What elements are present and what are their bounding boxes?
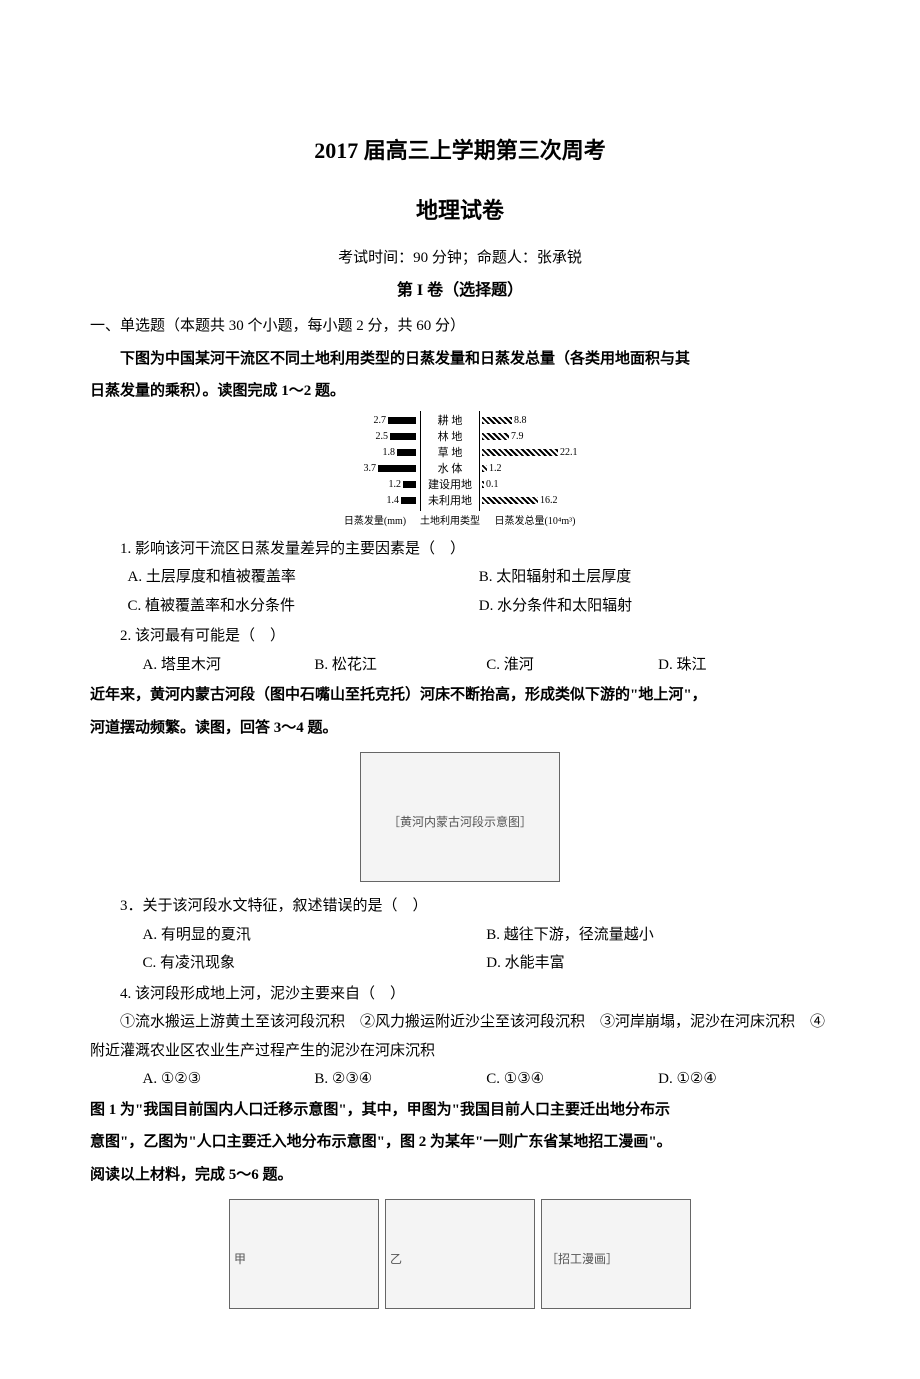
- intro-paragraph: 意图"，乙图为"人口主要迁入地分布示意图"，图 2 为某年"一则广东省某地招工漫…: [90, 1128, 830, 1157]
- option-b: B. ②③④: [314, 1065, 486, 1094]
- intro-paragraph: 下图为中国某河干流区不同土地利用类型的日蒸发量和日蒸发总量（各类用地面积与其: [90, 345, 830, 374]
- intro-paragraph: 阅读以上材料，完成 5～6 题。: [90, 1161, 830, 1190]
- map-figure-1: ［黄河内蒙古河段示意图］: [90, 752, 830, 882]
- option-b: B. 越往下游，径流量越小: [486, 921, 830, 950]
- intro-paragraph: 近年来，黄河内蒙古河段（图中石嘴山至托克托）河床不断抬高，形成类似下游的"地上河…: [90, 681, 830, 710]
- axis-mid-label: 土地利用类型: [420, 512, 480, 531]
- sub-title: 地理试卷: [90, 190, 830, 232]
- bar-chart-row: 1.4未利用地16.2: [330, 494, 590, 508]
- intro-paragraph: 图 1 为"我国目前国内人口迁移示意图"，其中，甲图为"我国目前人口主要迁出地分…: [90, 1096, 830, 1125]
- option-d: D. 珠江: [658, 651, 830, 680]
- option-a: A. ①②③: [143, 1065, 315, 1094]
- bar-chart-figure: 2.7耕 地8.82.5林 地7.91.8草 地22.13.7水 体1.21.2…: [330, 414, 590, 508]
- map-placeholder-b: 乙: [385, 1199, 535, 1309]
- option-c: C. ①③④: [486, 1065, 658, 1094]
- question-text: 4. 该河段形成地上河，泥沙主要来自（ ）: [90, 980, 830, 1009]
- question-text: 1. 影响该河干流区日蒸发量差异的主要因素是（ ）: [90, 535, 830, 564]
- question-1: 1. 影响该河干流区日蒸发量差异的主要因素是（ ） A. 土层厚度和植被覆盖率 …: [90, 535, 830, 621]
- question-text: 3．关于该河段水文特征，叙述错误的是（ ）: [90, 892, 830, 921]
- option-d: D. 水能丰富: [486, 949, 830, 978]
- option-a: A. 土层厚度和植被覆盖率: [128, 563, 479, 592]
- option-c: C. 有凌汛现象: [143, 949, 487, 978]
- map-placeholder: ［黄河内蒙古河段示意图］: [360, 752, 560, 882]
- option-c: C. 植被覆盖率和水分条件: [128, 592, 479, 621]
- section-instruction: 一、单选题（本题共 30 个小题，每小题 2 分，共 60 分）: [90, 312, 830, 341]
- intro-paragraph: 河道摆动频繁。读图，回答 3～4 题。: [90, 714, 830, 743]
- bar-chart-axis: 日蒸发量(mm) 土地利用类型 日蒸发总量(10⁴m³): [330, 512, 590, 531]
- question-items: ①流水搬运上游黄土至该河段沉积 ②风力搬运附近沙尘至该河段沉积 ③河岸崩塌，泥沙…: [90, 1008, 830, 1065]
- axis-right-label: 日蒸发总量(10⁴m³): [480, 512, 590, 531]
- maps-row: 甲 乙 ［招工漫画］: [90, 1199, 830, 1309]
- intro-paragraph: 日蒸发量的乘积）。读图完成 1～2 题。: [90, 377, 830, 406]
- option-c: C. 淮河: [486, 651, 658, 680]
- question-3: 3．关于该河段水文特征，叙述错误的是（ ） A. 有明显的夏汛 B. 越往下游，…: [90, 892, 830, 978]
- option-b: B. 太阳辐射和土层厚度: [479, 563, 830, 592]
- section-label: 第 I 卷（选择题）: [90, 276, 830, 306]
- question-2: 2. 该河最有可能是（ ） A. 塔里木河 B. 松花江 C. 淮河 D. 珠江: [90, 622, 830, 679]
- option-a: A. 塔里木河: [143, 651, 315, 680]
- map-placeholder-c: ［招工漫画］: [541, 1199, 691, 1309]
- exam-meta: 考试时间：90 分钟；命题人：张承锐: [90, 244, 830, 273]
- option-d: D. 水分条件和太阳辐射: [479, 592, 830, 621]
- axis-left-label: 日蒸发量(mm): [330, 512, 420, 531]
- question-text: 2. 该河最有可能是（ ）: [90, 622, 830, 651]
- question-4: 4. 该河段形成地上河，泥沙主要来自（ ） ①流水搬运上游黄土至该河段沉积 ②风…: [90, 980, 830, 1094]
- option-a: A. 有明显的夏汛: [143, 921, 487, 950]
- map-placeholder-a: 甲: [229, 1199, 379, 1309]
- option-b: B. 松花江: [314, 651, 486, 680]
- option-d: D. ①②④: [658, 1065, 830, 1094]
- main-title: 2017 届高三上学期第三次周考: [90, 130, 830, 172]
